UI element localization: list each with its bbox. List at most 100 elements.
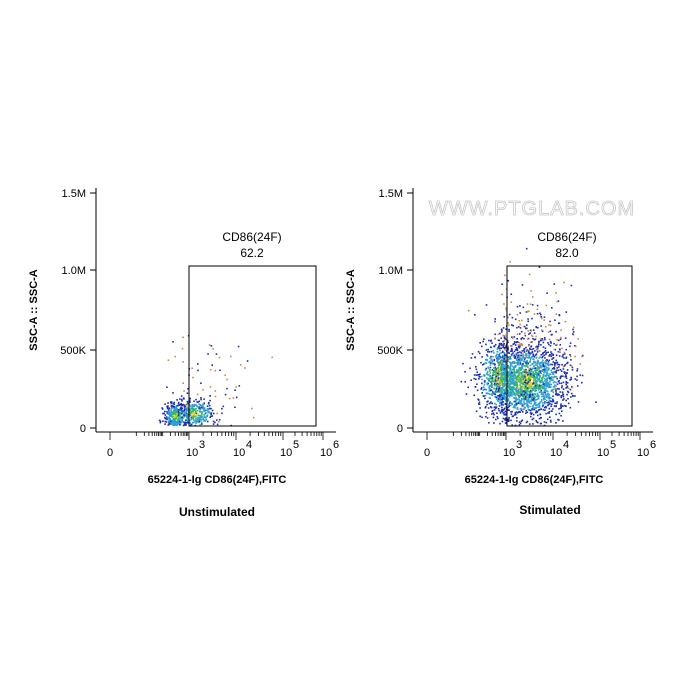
scatter-point	[530, 345, 532, 348]
scatter-point	[485, 349, 488, 351]
scatter-point	[210, 415, 212, 418]
scatter-point	[514, 400, 516, 403]
scatter-point	[574, 378, 577, 380]
scatter-point	[536, 366, 539, 368]
scatter-point	[198, 400, 201, 403]
scatter-point	[531, 393, 534, 396]
scatter-point	[235, 396, 238, 399]
scatter-point	[180, 406, 182, 409]
scatter-point	[556, 394, 559, 396]
scatter-point	[540, 372, 542, 375]
scatter-point	[512, 368, 515, 371]
scatter-point	[541, 405, 544, 408]
scatter-point	[478, 403, 480, 405]
scatter-point	[533, 376, 535, 379]
scatter-point	[186, 408, 188, 410]
scatter-point	[473, 377, 475, 380]
scatter-point	[572, 326, 575, 329]
scatter-point	[545, 375, 548, 377]
scatter-point	[549, 377, 551, 379]
scatter-point	[232, 397, 235, 399]
scatter-point	[510, 388, 512, 391]
scatter-point	[554, 370, 557, 373]
scatter-point	[514, 389, 517, 391]
scatter-point	[215, 353, 218, 355]
scatter-point	[510, 383, 512, 385]
scatter-point	[502, 371, 504, 373]
scatter-point	[496, 385, 499, 387]
scatter-point	[177, 412, 180, 414]
scatter-point	[522, 408, 524, 411]
scatter-point	[540, 325, 542, 327]
scatter-point	[474, 356, 476, 358]
scatter-point	[502, 377, 505, 379]
scatter-point	[514, 405, 516, 407]
scatter-point	[209, 412, 211, 414]
scatter-point	[524, 391, 527, 394]
scatter-point	[488, 380, 491, 382]
left-gate-rectangle	[188, 265, 317, 427]
scatter-point	[521, 389, 523, 391]
scatter-point	[550, 363, 552, 366]
scatter-point	[507, 372, 509, 374]
left-gate-value: 62.2	[240, 246, 264, 260]
scatter-point	[516, 391, 518, 394]
scatter-point	[504, 422, 507, 424]
scatter-point	[517, 392, 519, 394]
scatter-point	[180, 403, 183, 406]
scatter-point	[525, 377, 528, 380]
x-tick-label: 10	[637, 447, 649, 459]
scatter-point	[171, 423, 173, 426]
scatter-point	[521, 357, 523, 360]
scatter-point	[534, 369, 536, 371]
scatter-point	[477, 350, 480, 353]
scatter-point	[553, 368, 556, 370]
scatter-point	[533, 383, 535, 385]
scatter-point	[479, 373, 481, 375]
scatter-point	[519, 327, 522, 329]
scatter-point	[537, 361, 539, 364]
scatter-point	[164, 414, 167, 416]
scatter-point	[569, 364, 572, 367]
scatter-point	[524, 375, 526, 378]
scatter-point	[526, 420, 529, 423]
scatter-point	[545, 384, 547, 386]
scatter-point	[552, 357, 554, 359]
scatter-point	[517, 362, 520, 364]
scatter-point	[560, 336, 562, 339]
scatter-point	[534, 380, 536, 382]
scatter-point	[528, 387, 530, 390]
scatter-point	[534, 399, 537, 401]
scatter-point	[174, 420, 176, 423]
y-tick-label: 0	[397, 423, 403, 435]
scatter-point	[483, 381, 486, 384]
scatter-point	[526, 411, 529, 413]
scatter-point	[562, 388, 565, 390]
scatter-point	[536, 411, 538, 414]
scatter-point	[559, 407, 562, 410]
scatter-point	[206, 405, 209, 407]
scatter-point	[499, 369, 501, 372]
scatter-point	[548, 338, 551, 341]
scatter-point	[566, 386, 568, 389]
scatter-point	[561, 355, 564, 358]
scatter-point	[494, 320, 496, 323]
scatter-point	[518, 372, 521, 375]
scatter-point	[519, 388, 522, 391]
scatter-point	[510, 411, 512, 413]
scatter-point	[485, 304, 488, 306]
scatter-point	[543, 421, 546, 423]
scatter-point	[563, 353, 566, 355]
scatter-point	[497, 383, 500, 386]
scatter-point	[221, 412, 223, 415]
scatter-point	[529, 412, 532, 414]
scatter-point	[481, 382, 483, 385]
scatter-point	[528, 353, 531, 355]
scatter-point	[533, 382, 535, 384]
scatter-point	[554, 402, 556, 404]
scatter-point	[498, 409, 500, 412]
scatter-point	[192, 421, 194, 424]
scatter-point	[202, 408, 205, 410]
scatter-point	[566, 393, 568, 396]
scatter-point	[517, 344, 520, 346]
